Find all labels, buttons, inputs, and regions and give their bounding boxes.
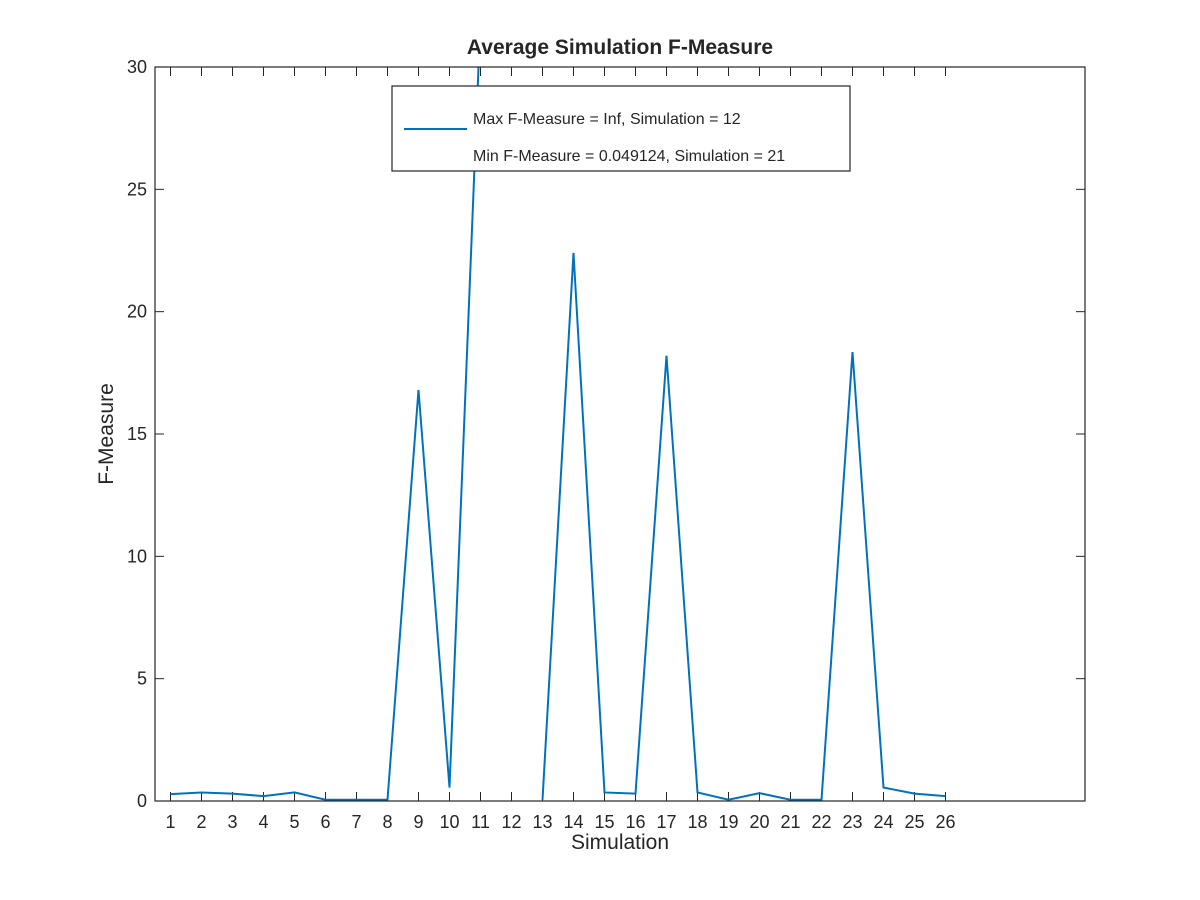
- x-tick-label: 1: [165, 812, 175, 832]
- legend-box: [391, 85, 851, 172]
- y-tick-label: 0: [137, 791, 147, 811]
- x-tick-label: 8: [382, 812, 392, 832]
- x-tick-label: 2: [196, 812, 206, 832]
- y-tick-label: 15: [127, 424, 147, 444]
- x-tick-label: 19: [718, 812, 738, 832]
- y-tick-label: 20: [127, 302, 147, 322]
- y-axis-label: F-Measure: [95, 383, 118, 485]
- x-tick-label: 6: [320, 812, 330, 832]
- x-tick-label: 22: [811, 812, 831, 832]
- x-tick-label: 4: [258, 812, 268, 832]
- plot-area: [155, 67, 1085, 801]
- x-tick-label: 3: [227, 812, 237, 832]
- x-tick-label: 15: [594, 812, 614, 832]
- legend: Max F-Measure = Inf, Simulation = 12 Min…: [391, 85, 851, 172]
- x-tick-label: 5: [289, 812, 299, 832]
- x-tick-label: 26: [935, 812, 955, 832]
- x-tick-label: 20: [749, 812, 769, 832]
- x-tick-label: 14: [563, 812, 583, 832]
- x-axis-label: Simulation: [571, 831, 669, 854]
- x-tick-label: 11: [471, 812, 490, 832]
- series-line-0: [170, 67, 946, 801]
- legend-entry-max: Max F-Measure = Inf, Simulation = 12: [473, 111, 741, 128]
- chart-title: Average Simulation F-Measure: [467, 36, 773, 59]
- x-tick-label: 13: [532, 812, 552, 832]
- x-tick-label: 24: [873, 812, 893, 832]
- y-tick-label: 10: [127, 546, 147, 566]
- y-tick-label: 25: [127, 179, 147, 199]
- y-tick-label: 30: [127, 57, 147, 77]
- legend-entry-min: Min F-Measure = 0.049124, Simulation = 2…: [473, 148, 785, 165]
- x-tick-label: 23: [842, 812, 862, 832]
- plot-frame: [154, 66, 1086, 802]
- x-tick-label: 12: [501, 812, 521, 832]
- y-tick-label: 5: [137, 669, 147, 689]
- x-tick-label: 21: [780, 812, 800, 832]
- x-tick-label: 18: [687, 812, 707, 832]
- x-tick-label: 10: [439, 812, 459, 832]
- x-tick-label: 17: [656, 812, 676, 832]
- x-tick-label: 7: [351, 812, 361, 832]
- x-tick-label: 16: [625, 812, 645, 832]
- x-tick-label: 9: [413, 812, 423, 832]
- x-tick-label: 25: [904, 812, 924, 832]
